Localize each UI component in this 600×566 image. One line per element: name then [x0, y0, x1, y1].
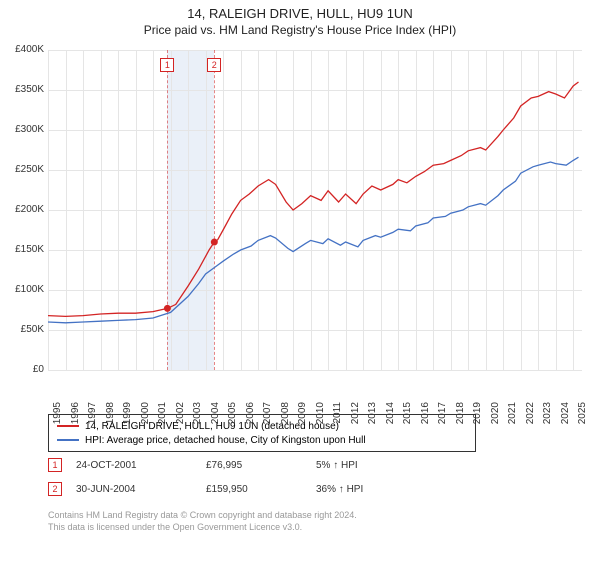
x-tick-label: 2004 — [210, 402, 221, 430]
x-tick-label: 2022 — [525, 402, 536, 430]
x-tick-label: 2005 — [227, 402, 238, 430]
sale-marker-2: 2 — [207, 58, 221, 72]
x-tick-label: 2010 — [315, 402, 326, 430]
x-tick-label: 2025 — [577, 402, 588, 430]
grid-line-h — [48, 370, 582, 371]
sale-row-date: 30-JUN-2004 — [76, 484, 206, 495]
y-tick-label: £100K — [4, 284, 44, 295]
x-tick-label: 2007 — [262, 402, 273, 430]
sale-row-delta: 36% ↑ HPI — [316, 484, 426, 495]
legend-label: HPI: Average price, detached house, City… — [85, 435, 366, 446]
sale-row-price: £159,950 — [206, 484, 316, 495]
x-tick-label: 2020 — [490, 402, 501, 430]
x-tick-label: 2019 — [472, 402, 483, 430]
sale-row-date: 24-OCT-2001 — [76, 460, 206, 471]
y-tick-label: £50K — [4, 324, 44, 335]
svg-overlay — [48, 50, 582, 370]
x-tick-label: 2016 — [420, 402, 431, 430]
y-tick-label: £350K — [4, 84, 44, 95]
x-tick-label: 2003 — [192, 402, 203, 430]
x-tick-label: 2011 — [332, 402, 343, 430]
sale-row-price: £76,995 — [206, 460, 316, 471]
x-tick-label: 2001 — [157, 402, 168, 430]
y-tick-label: £250K — [4, 164, 44, 175]
sale-row-marker: 1 — [48, 458, 62, 472]
x-tick-label: 2015 — [402, 402, 413, 430]
x-tick-label: 2017 — [437, 402, 448, 430]
y-tick-label: £0 — [4, 364, 44, 375]
x-tick-label: 2009 — [297, 402, 308, 430]
series-property — [48, 82, 579, 316]
y-tick-label: £400K — [4, 44, 44, 55]
chart-title: 14, RALEIGH DRIVE, HULL, HU9 1UN — [0, 6, 600, 21]
sale-marker-1: 1 — [160, 58, 174, 72]
x-tick-label: 2012 — [350, 402, 361, 430]
x-tick-label: 2002 — [175, 402, 186, 430]
footer-line-2: This data is licensed under the Open Gov… — [48, 522, 302, 532]
x-tick-label: 1996 — [70, 402, 81, 430]
plot-area: 12 — [48, 50, 582, 370]
x-tick-label: 2018 — [455, 402, 466, 430]
chart-subtitle: Price paid vs. HM Land Registry's House … — [0, 23, 600, 37]
sale-row: 2 30-JUN-2004£159,95036% ↑ HPI — [48, 482, 426, 496]
legend-swatch — [57, 439, 79, 441]
x-tick-label: 1999 — [122, 402, 133, 430]
x-tick-label: 2006 — [245, 402, 256, 430]
x-tick-label: 1997 — [87, 402, 98, 430]
x-tick-label: 1998 — [105, 402, 116, 430]
x-tick-label: 2014 — [385, 402, 396, 430]
x-tick-label: 2000 — [140, 402, 151, 430]
x-tick-label: 2008 — [280, 402, 291, 430]
chart-container: 14, RALEIGH DRIVE, HULL, HU9 1UN Price p… — [0, 6, 600, 566]
sale-row: 1 24-OCT-2001£76,9955% ↑ HPI — [48, 458, 426, 472]
y-tick-label: £150K — [4, 244, 44, 255]
sale-row-marker: 2 — [48, 482, 62, 496]
legend-row: HPI: Average price, detached house, City… — [57, 433, 467, 447]
sale-point — [211, 239, 218, 246]
sale-point — [164, 305, 171, 312]
x-tick-label: 2023 — [542, 402, 553, 430]
x-tick-label: 1995 — [52, 402, 63, 430]
y-tick-label: £300K — [4, 124, 44, 135]
x-tick-label: 2024 — [560, 402, 571, 430]
sale-row-delta: 5% ↑ HPI — [316, 460, 426, 471]
series-hpi — [48, 157, 579, 323]
x-tick-label: 2013 — [367, 402, 378, 430]
footer-line-1: Contains HM Land Registry data © Crown c… — [48, 510, 357, 520]
y-tick-label: £200K — [4, 204, 44, 215]
x-tick-label: 2021 — [507, 402, 518, 430]
